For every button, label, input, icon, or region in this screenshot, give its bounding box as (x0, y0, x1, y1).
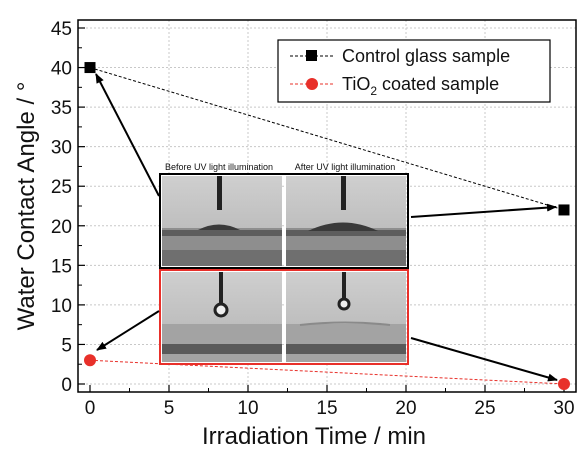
tio2-photo-after (286, 272, 406, 362)
y-tick-label: 25 (51, 177, 72, 198)
data-point-tio2 (558, 378, 570, 390)
caption-after-uv: After UV light illumination (295, 162, 396, 172)
y-tick-label: 5 (61, 335, 72, 356)
legend-box (277, 39, 551, 103)
y-tick-label: 15 (51, 256, 72, 277)
y-tick-label: 20 (51, 217, 72, 238)
x-tick-label: 25 (474, 398, 495, 419)
inset-photos: Before UV light illumination After UV li… (159, 162, 409, 365)
y-tick-label: 10 (51, 296, 72, 317)
legend-tio2-marker (306, 78, 318, 90)
arrow-control-before (95, 73, 160, 197)
series-line-1 (89, 359, 565, 385)
x-tick-label: 30 (553, 398, 574, 419)
y-tick-label: 30 (51, 138, 72, 159)
y-tick-label: 45 (51, 19, 72, 40)
series-line-0 (89, 67, 565, 211)
data-point-control (84, 62, 96, 74)
legend-control-marker (306, 50, 317, 61)
tio2-inset-border (159, 269, 409, 365)
legend-control-label: Control glass sample (342, 46, 510, 66)
series-markers (84, 62, 570, 390)
x-tick-label: 15 (316, 398, 337, 419)
legend: Control glass sample TiO2 coated sample (277, 39, 551, 103)
data-point-tio2 (84, 354, 96, 367)
x-tick-label: 5 (164, 398, 175, 419)
arrow-tio2-before (96, 310, 160, 351)
y-tick-label: 35 (51, 98, 72, 119)
control-photo-after (286, 176, 406, 266)
x-axis-title: Irradiation Time / min (202, 423, 426, 450)
control-photo-before (162, 176, 282, 266)
control-inset-border (159, 173, 409, 269)
arrow-control-after (410, 203, 557, 218)
caption-before-uv: Before UV light illumination (165, 162, 273, 172)
y-tick-label: 0 (61, 375, 72, 396)
y-tick-label: 40 (51, 59, 72, 80)
data-point-control (558, 204, 570, 216)
series-lines (89, 67, 565, 385)
x-tick-label: 10 (237, 398, 258, 419)
axes: 0 5 10 15 20 25 30 0 5 10 15 20 25 30 35 40 45 (51, 19, 575, 419)
arrows (95, 73, 558, 382)
legend-tio2-label: TiO2 coated sample (342, 74, 499, 98)
tio2-photo-before (162, 272, 282, 362)
x-tick-label: 20 (395, 398, 416, 419)
y-axis-title: Water Contact Angle / ° (13, 82, 40, 331)
arrow-tio2-after (410, 337, 558, 382)
x-tick-label: 0 (85, 398, 96, 419)
